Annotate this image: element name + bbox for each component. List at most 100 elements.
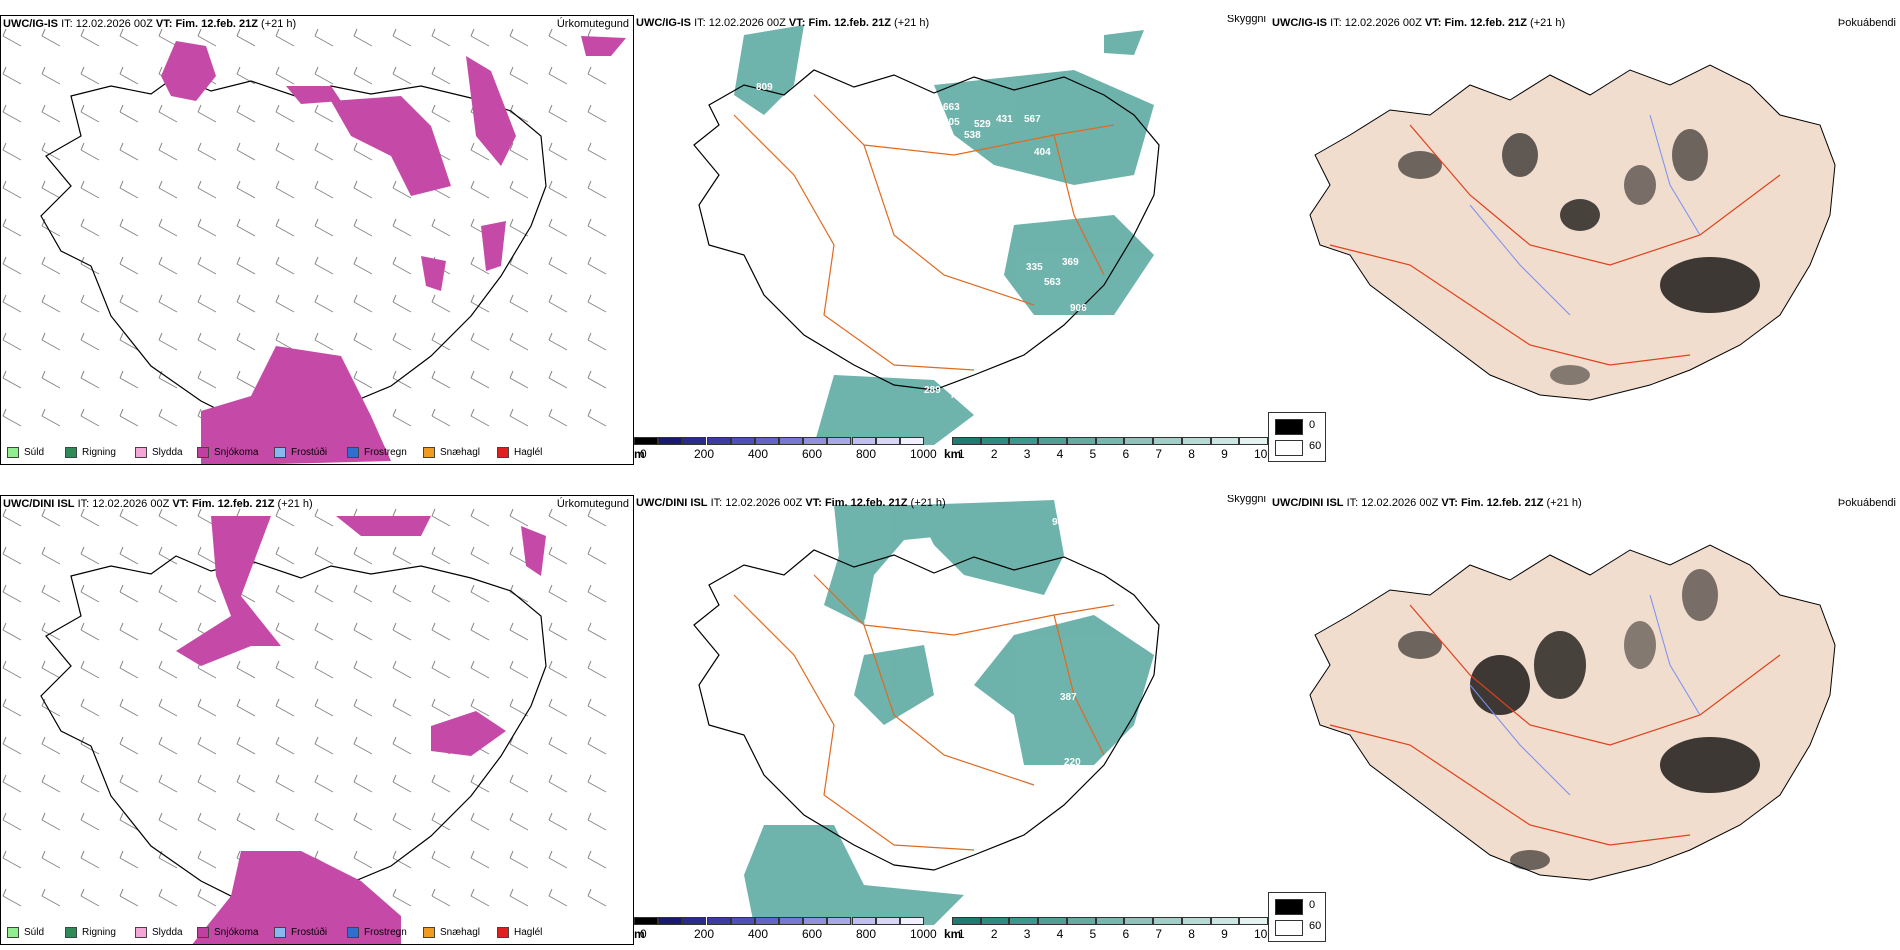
wind-barb [236,66,256,85]
wind-barb [587,332,607,351]
wind-barb [236,218,256,237]
wind-barb [2,546,22,565]
wind-barb [158,736,178,755]
vis-value-label: 946 [1052,517,1069,528]
wind-barb [236,774,256,793]
row2-cloud-header: UWC/DINI ISL IT: 12.02.2026 00Z VT: Fim.… [1272,497,1582,509]
wind-barb [236,812,256,831]
wind-barb [548,408,568,427]
wind-barb [431,584,451,603]
wind-barb [392,736,412,755]
colorbar-unit: m [634,927,645,941]
wind-barb [119,622,139,641]
legend-item-rigning: Rigning [65,446,116,460]
colorbar-tick-label: 5 [1089,447,1097,461]
legend-item-haglel: Haglél [497,446,542,460]
colorbar-tick-label: 6 [1122,447,1130,461]
legend-item-snjokoma: Snjókoma [197,446,258,460]
wind-barb [197,774,217,793]
colorbar-cell [1038,917,1067,925]
wind-barb [41,508,61,527]
vis-value-label: 364 [938,877,955,888]
colorbar-tick-label: 400 [748,447,769,461]
colorbar-cell [899,437,924,445]
wind-barb [197,736,217,755]
wind-barb [353,28,373,47]
colorbar-unit: m [634,447,645,461]
wind-barb [548,736,568,755]
wind-barb [158,698,178,717]
vis-value-label: 193 [954,724,971,735]
vis-value-label: 289 [924,385,941,396]
wind-barb [470,180,490,199]
colorbar-tick-label: 7 [1155,927,1163,941]
row1-vis-header: UWC/IG-IS IT: 12.02.2026 00Z VT: Fim. 12… [636,17,930,29]
wind-barb [2,180,22,199]
wind-barb [2,370,22,389]
wind-barb [41,408,61,427]
colorbar-cell [952,917,981,925]
wind-barb [158,294,178,313]
wind-barb [275,218,295,237]
wind-barb [158,256,178,275]
wind-barb [80,104,100,123]
legend-item-frostudi: Frostúði [274,446,327,460]
wind-barb [431,774,451,793]
wind-barb [548,622,568,641]
wind-barb [587,584,607,603]
colorbar-cell [779,437,804,445]
wind-barb [431,850,451,869]
wind-barb [548,508,568,527]
row1-cloud-panel: UWC/IG-IS IT: 12.02.2026 00Z VT: Fim. 12… [1270,15,1900,465]
wind-barb [41,888,61,907]
colorbar-cell [754,437,779,445]
legend-item-frostregn: Frostregn [347,926,407,940]
wind-barb [236,180,256,199]
wind-barb [236,104,256,123]
wind-barb [353,622,373,641]
wind-barb [587,850,607,869]
wind-barb [353,218,373,237]
wind-barb [353,546,373,565]
wind-barb [548,256,568,275]
colorbar-cell [658,437,683,445]
row2-precip-map [2,508,607,944]
wind-barb [236,736,256,755]
colorbar-cell [851,917,876,925]
row2-vis-header: UWC/DINI ISL IT: 12.02.2026 00Z VT: Fim.… [636,497,946,509]
wind-barb [197,370,217,389]
colorbar-cell [658,917,683,925]
colorbar-tick-label: 7 [1155,447,1163,461]
wind-barb [119,332,139,351]
wind-barb [314,104,334,123]
wind-barb [353,66,373,85]
snow-areas [161,36,626,464]
roads [733,94,1115,371]
wind-barb [119,28,139,47]
vis-value-label: 180 [946,247,963,258]
wind-barb [158,888,178,907]
wind-barb [470,332,490,351]
colorbar-tick-label: 10 [1254,447,1268,461]
colorbar-cell [1153,917,1182,925]
wind-barb [41,370,61,389]
colorbar-tick-label: 4 [1056,927,1064,941]
wind-barb [314,736,334,755]
wind-barb [275,142,295,161]
wind-barb [158,508,178,527]
wind-barb [587,180,607,199]
wind-barb [41,180,61,199]
wind-barb [119,508,139,527]
wind-barb [80,28,100,47]
wind-barb [392,584,412,603]
wind-barb [2,294,22,313]
wind-barb [431,508,451,527]
wind-barb [509,370,529,389]
wind-barb [509,850,529,869]
wind-barb [314,142,334,161]
wind-barb [236,28,256,47]
colorbar-tick-label: 200 [694,447,715,461]
wind-barb [314,812,334,831]
vis-value-label: 809 [756,82,773,93]
